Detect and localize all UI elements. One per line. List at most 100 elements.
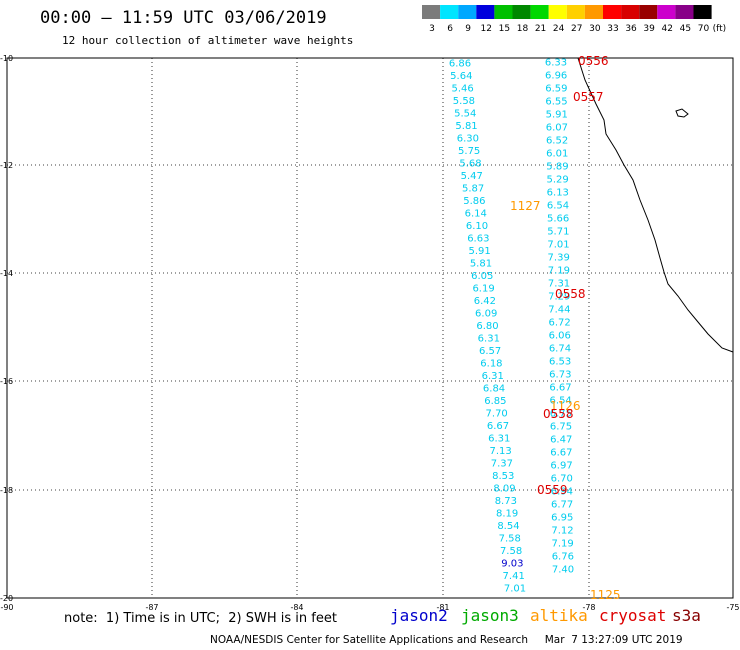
wave-height-value: 7.19 (552, 539, 574, 550)
color-label: 21 (535, 24, 546, 34)
wave-height-value: 7.01 (504, 584, 526, 595)
wave-height-value: 5.81 (455, 121, 477, 132)
wave-height-value: 6.47 (550, 435, 572, 446)
color-swatch (566, 5, 585, 19)
x-tick-label: -84 (290, 603, 303, 612)
wave-height-value: 6.73 (549, 370, 571, 381)
wave-height-value: 6.77 (551, 500, 573, 511)
wave-height-value: 8.53 (492, 471, 514, 482)
color-label: 27 (571, 24, 582, 34)
color-swatch (675, 5, 694, 19)
time-label: 1127 (510, 199, 541, 213)
wave-height-value: 7.13 (489, 446, 511, 457)
x-tick-label: -78 (582, 603, 595, 612)
wave-height-value: 6.09 (475, 309, 497, 320)
wave-height-value: 6.14 (465, 209, 487, 220)
x-tick-label: -90 (0, 603, 13, 612)
wave-height-value: 6.42 (474, 296, 496, 307)
color-label: 33 (607, 24, 618, 34)
wave-height-value: 9.03 (501, 559, 523, 570)
color-label: 12 (481, 24, 492, 34)
color-label: 3 (429, 24, 435, 34)
color-label: 36 (625, 24, 637, 34)
wave-height-value: 5.81 (470, 259, 492, 270)
wave-height-value: 5.68 (459, 159, 481, 170)
color-swatch (584, 5, 603, 19)
wave-height-value: 7.12 (551, 526, 573, 537)
color-swatch (603, 5, 622, 19)
wave-height-value: 6.97 (550, 461, 572, 472)
wave-height-value: 5.87 (462, 184, 484, 195)
wave-height-value: 6.07 (546, 123, 568, 134)
wave-height-value: 6.31 (478, 334, 500, 345)
y-tick-label: -16 (0, 377, 13, 386)
color-label: 45 (680, 24, 691, 34)
time-label: 1126 (550, 399, 581, 413)
page-title: 00:00 – 11:59 UTC 03/06/2019 (40, 8, 327, 28)
wave-height-value: 6.53 (549, 357, 571, 368)
wave-height-value: 6.55 (545, 97, 567, 108)
color-swatch (512, 5, 531, 19)
wave-height-value: 6.10 (466, 221, 488, 232)
time-label: 0556 (578, 54, 609, 68)
wave-height-value: 8.09 (493, 484, 515, 495)
wave-height-value: 6.75 (550, 409, 572, 420)
y-tick-label: -20 (0, 594, 13, 603)
time-label: 0557 (573, 90, 604, 104)
wave-height-value: 5.91 (469, 246, 491, 257)
wave-height-value: 6.67 (550, 448, 572, 459)
y-tick-label: -10 (0, 54, 13, 63)
x-tick-label: -75 (726, 603, 739, 612)
wave-height-value: 6.67 (549, 383, 571, 394)
island (675, 108, 689, 118)
wave-height-value: 5.75 (458, 146, 480, 157)
wave-height-value: 6.31 (482, 371, 504, 382)
wave-height-value: 6.57 (479, 346, 501, 357)
coastline (577, 57, 734, 353)
color-label: 70 (698, 24, 710, 34)
wave-height-value: 6.59 (545, 84, 567, 95)
wave-height-value: 6.33 (545, 58, 567, 69)
wave-height-value: 7.58 (499, 534, 521, 545)
color-swatch (621, 5, 640, 19)
map-frame (6, 57, 734, 599)
color-label: 30 (589, 24, 601, 34)
time-label: 0558 (543, 407, 574, 421)
wave-height-value: 7.29 (548, 292, 570, 303)
wave-height-value: 6.19 (472, 284, 494, 295)
timestamp: Mar 7 13:27:09 UTC 2019 (544, 634, 683, 646)
legend-cryosat: cryosat (599, 606, 667, 625)
time-label: 0559 (537, 483, 568, 497)
wave-height-value: 6.18 (480, 359, 502, 370)
time-label: 1125 (590, 588, 621, 602)
wave-height-value: 7.44 (548, 305, 570, 316)
wave-height-value: 7.31 (548, 279, 570, 290)
wave-height-value: 5.86 (463, 196, 485, 207)
wave-height-value: 7.41 (503, 571, 525, 582)
wave-height-value: 7.39 (548, 253, 570, 264)
color-swatch (476, 5, 495, 19)
color-swatch (440, 5, 459, 19)
wave-height-value: 6.54 (550, 396, 572, 407)
wave-height-value: 6.05 (471, 271, 493, 282)
wave-height-value: 7.70 (486, 409, 508, 420)
y-tick-label: -14 (0, 269, 13, 278)
color-swatch (548, 5, 567, 19)
color-unit: (ft) (713, 24, 727, 34)
color-label: 18 (517, 24, 529, 34)
x-tick-label: -87 (145, 603, 158, 612)
wave-height-value: 5.71 (547, 227, 569, 238)
wave-height-value: 7.19 (548, 266, 570, 277)
wave-height-value: 6.54 (547, 201, 569, 212)
wave-height-value: 6.74 (549, 344, 571, 355)
wave-height-value: 5.91 (546, 110, 568, 121)
color-label: 42 (662, 24, 673, 34)
legend-jason2: jason2 (390, 606, 448, 625)
wave-height-value: 6.76 (552, 552, 574, 563)
wave-height-value: 6.96 (545, 71, 567, 82)
color-swatch (657, 5, 676, 19)
color-scale-bar: 3 6 9 12 15 18 21 24 27 30 33 36 39 42 45 70 (ft) (422, 5, 727, 34)
color-label: 9 (465, 24, 471, 34)
color-swatch (639, 5, 658, 19)
wave-height-value: 8.54 (497, 521, 519, 532)
